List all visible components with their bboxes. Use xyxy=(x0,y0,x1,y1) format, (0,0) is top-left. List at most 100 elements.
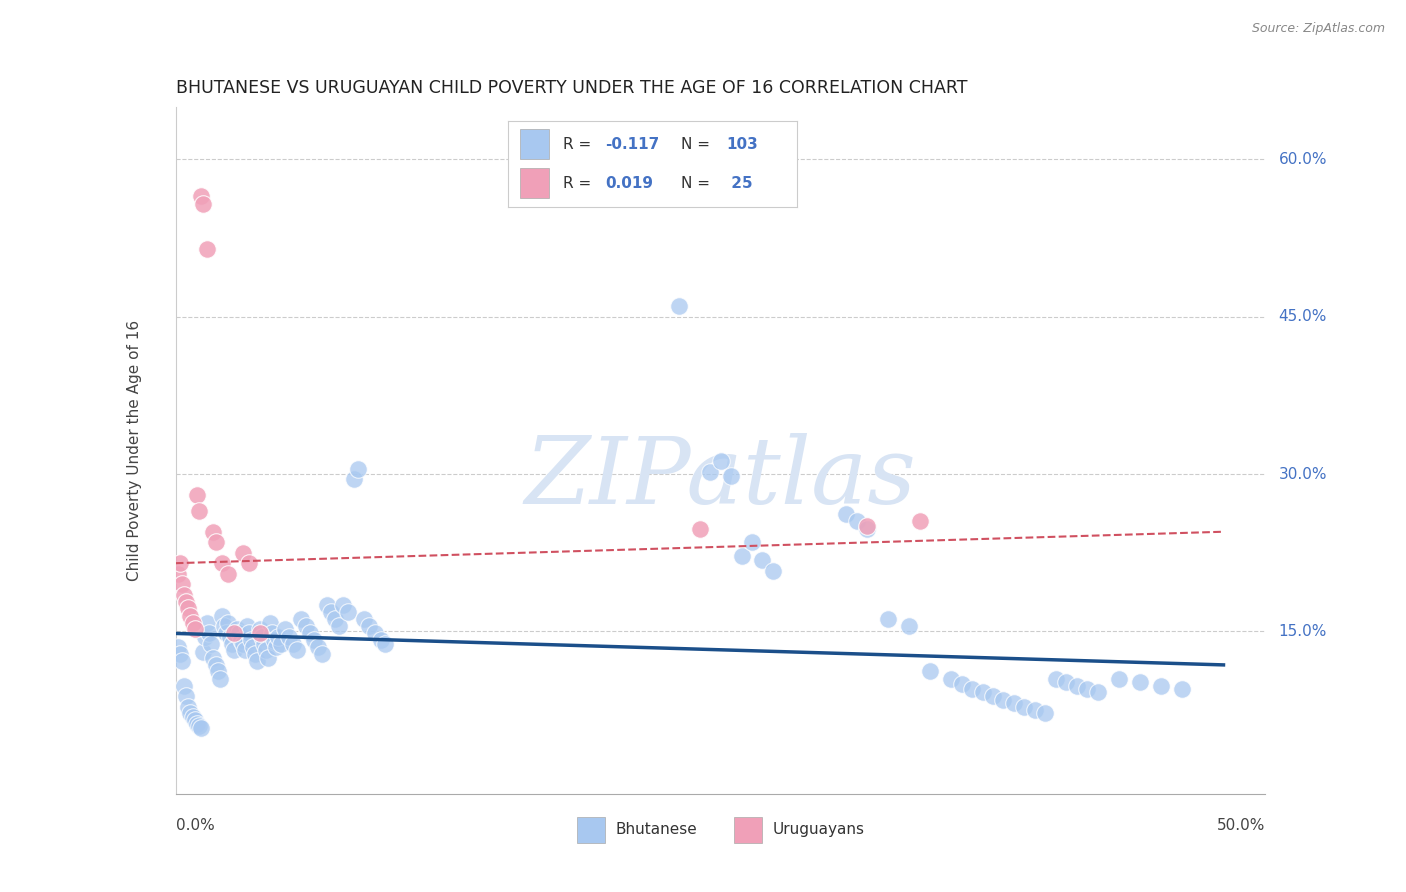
Point xyxy=(217,566,239,581)
Point xyxy=(1002,696,1025,710)
Point xyxy=(343,472,366,486)
Point xyxy=(232,637,254,651)
Point xyxy=(173,588,195,602)
Text: 45.0%: 45.0% xyxy=(1278,310,1327,325)
Point xyxy=(181,615,204,630)
Point xyxy=(709,454,731,468)
Point xyxy=(215,626,238,640)
Point xyxy=(186,716,208,731)
Point xyxy=(730,549,752,563)
Point xyxy=(228,626,250,640)
Point xyxy=(187,719,209,733)
Point xyxy=(920,664,942,678)
Point xyxy=(347,462,370,476)
Point xyxy=(950,677,973,691)
Point xyxy=(298,626,321,640)
Point xyxy=(257,650,280,665)
Point xyxy=(202,650,225,665)
Point xyxy=(195,242,218,256)
Point xyxy=(217,615,239,630)
Text: BHUTANESE VS URUGUAYAN CHILD POVERTY UNDER THE AGE OF 16 CORRELATION CHART: BHUTANESE VS URUGUAYAN CHILD POVERTY UND… xyxy=(176,79,967,97)
Point xyxy=(183,714,205,728)
Text: Child Poverty Under the Age of 16: Child Poverty Under the Age of 16 xyxy=(127,320,142,581)
Point xyxy=(856,522,879,536)
Point xyxy=(170,577,193,591)
Point xyxy=(191,196,214,211)
Point xyxy=(270,637,292,651)
Point xyxy=(204,657,226,672)
Point xyxy=(204,535,226,549)
Point xyxy=(187,504,209,518)
Point xyxy=(212,619,235,633)
Point xyxy=(173,679,195,693)
Point xyxy=(364,626,387,640)
Point xyxy=(835,507,858,521)
Point xyxy=(169,556,191,570)
Point xyxy=(353,612,375,626)
Point xyxy=(762,564,785,578)
Point xyxy=(1045,672,1067,686)
Point xyxy=(315,598,337,612)
Point xyxy=(170,654,193,668)
Point xyxy=(720,469,742,483)
Point xyxy=(751,553,773,567)
Point xyxy=(232,546,254,560)
Point xyxy=(242,640,264,654)
Point xyxy=(181,710,204,724)
Point xyxy=(845,514,868,528)
Point xyxy=(179,608,201,623)
Point xyxy=(311,648,333,662)
Text: 15.0%: 15.0% xyxy=(1278,624,1327,639)
Point xyxy=(981,690,1004,704)
Point xyxy=(1014,699,1036,714)
Point xyxy=(229,632,252,647)
Point xyxy=(236,619,259,633)
Point xyxy=(668,299,690,313)
Point xyxy=(207,664,229,678)
Point xyxy=(1054,674,1077,689)
Point xyxy=(898,619,921,633)
Point xyxy=(259,615,281,630)
Text: 30.0%: 30.0% xyxy=(1278,467,1327,482)
Point xyxy=(960,681,983,696)
Point xyxy=(208,672,231,686)
Point xyxy=(221,637,243,651)
Point xyxy=(908,514,931,528)
Point xyxy=(285,643,308,657)
Point xyxy=(219,630,242,644)
Point xyxy=(281,637,304,651)
Point xyxy=(267,630,290,644)
Point xyxy=(224,643,246,657)
Point xyxy=(200,637,222,651)
Text: ZIPatlas: ZIPatlas xyxy=(524,433,917,523)
Point xyxy=(246,654,269,668)
Point xyxy=(302,632,325,647)
Point xyxy=(972,685,994,699)
Text: 60.0%: 60.0% xyxy=(1278,152,1327,167)
Point xyxy=(689,522,711,536)
Point xyxy=(266,640,288,654)
Point xyxy=(195,615,218,630)
Point xyxy=(699,465,721,479)
Point xyxy=(993,692,1015,706)
Point xyxy=(877,612,900,626)
Point xyxy=(224,626,246,640)
Point xyxy=(374,637,396,651)
Point xyxy=(249,626,271,640)
Point xyxy=(307,640,329,654)
Point xyxy=(263,632,285,647)
Text: 0.0%: 0.0% xyxy=(176,818,215,833)
Point xyxy=(238,556,260,570)
Point xyxy=(273,622,295,636)
Point xyxy=(249,622,271,636)
Point xyxy=(186,488,208,502)
Point xyxy=(225,622,247,636)
Point xyxy=(190,189,212,203)
Point xyxy=(262,626,284,640)
Point xyxy=(336,606,359,620)
Point xyxy=(856,519,879,533)
Point xyxy=(211,608,233,623)
Point xyxy=(240,632,263,647)
Point xyxy=(190,721,212,735)
Point xyxy=(202,524,225,539)
